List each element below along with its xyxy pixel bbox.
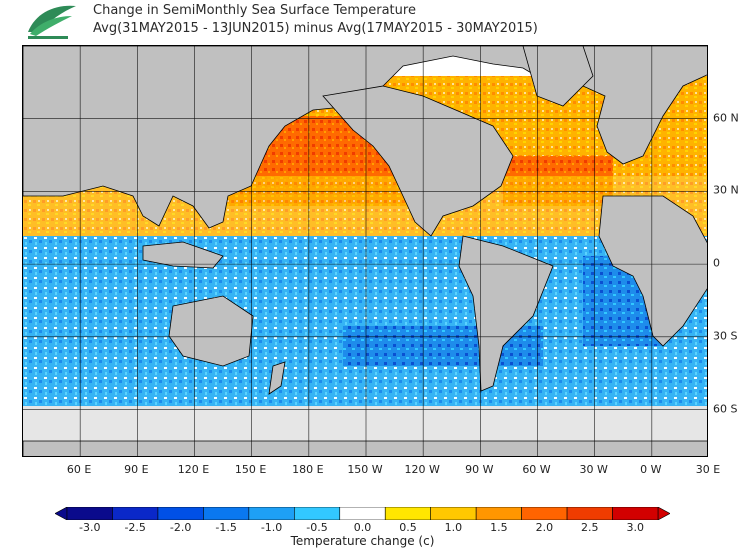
colorbar-swatch: [339, 507, 386, 520]
longitude-label: 60 E: [66, 463, 92, 476]
colorbar-tick-label: 1.0: [444, 521, 463, 534]
colorbar-swatch: [475, 507, 522, 520]
longitude-label: 90 E: [124, 463, 149, 476]
colorbar-tick-label: 2.0: [535, 521, 554, 534]
title-line-2: Avg(31MAY2015 - 13JUN2015) minus Avg(17M…: [93, 21, 538, 36]
colorbar-swatch: [66, 507, 113, 520]
colorbar-low-arrow: [55, 507, 68, 520]
australia-landmass: [168, 295, 254, 367]
lat-lon-grid: [23, 46, 707, 456]
longitude-label: 180 E: [292, 463, 324, 476]
colorbar-swatch: [566, 507, 613, 520]
title-line-1: Change in SemiMonthly Sea Surface Temper…: [93, 3, 416, 18]
colorbar-high-arrow: [657, 507, 670, 520]
south-america-landmass: [458, 235, 554, 392]
greenland-landmass: [522, 46, 594, 107]
longitude-label: 120 W: [404, 463, 440, 476]
longitude-label: 150 E: [234, 463, 267, 476]
longitude-label: 30 W: [579, 463, 608, 476]
colorbar-tick-label: 2.5: [581, 521, 599, 534]
antarctica-landmass: [23, 440, 707, 456]
colorbar-tick-label: -1.5: [215, 521, 237, 534]
maritime-asia-islands: [142, 241, 224, 269]
latitude-label: 30 N: [713, 183, 739, 197]
longitude-label: 0 W: [640, 463, 662, 476]
leaf-emblem-icon: [28, 5, 76, 39]
longitude-label: 120 E: [177, 463, 210, 476]
africa-landmass: [598, 195, 707, 347]
colorbar: [55, 507, 670, 520]
longitude-label: 90 W: [465, 463, 494, 476]
latitude-label: 30 S: [713, 329, 738, 343]
colorbar-tick-label: 0.0: [353, 521, 372, 534]
new-zealand-landmass: [268, 361, 286, 395]
colorbar-tick-label: -2.5: [124, 521, 146, 534]
colorbar-swatch: [112, 507, 159, 520]
colorbar-tick-label: -3.0: [78, 521, 101, 534]
colorbar-tick-label: 1.5: [490, 521, 508, 534]
longitude-label: 150 W: [347, 463, 383, 476]
sst-map: [22, 45, 708, 457]
latitude-label: 0: [713, 256, 720, 270]
colorbar-tick-label: -0.5: [306, 521, 328, 534]
colorbar-swatch: [294, 507, 341, 520]
longitude-label: 60 W: [522, 463, 551, 476]
colorbar-tick-label: -2.0: [169, 521, 192, 534]
sst-map-canvas: [23, 46, 707, 456]
latitude-label: 60 N: [713, 111, 739, 125]
latitude-label: 60 S: [713, 402, 738, 416]
colorbar-swatch: [384, 507, 431, 520]
colorbar-swatch: [612, 507, 659, 520]
colorbar-tick-label: 3.0: [626, 521, 645, 534]
colorbar-tick-label: 0.5: [399, 521, 417, 534]
colorbar-swatch: [248, 507, 295, 520]
colorbar-swatch: [157, 507, 204, 520]
colorbar-swatch: [521, 507, 568, 520]
colorbar-swatch: [430, 507, 477, 520]
longitude-label: 30 E: [695, 463, 721, 476]
chart-title: Change in SemiMonthly Sea Surface Temper…: [93, 2, 713, 38]
north-america-landmass: [322, 85, 514, 237]
colorbar-title: Temperature change (c): [290, 534, 435, 548]
colorbar-tick-label: -1.0: [260, 521, 283, 534]
colorbar-swatch: [203, 507, 250, 520]
